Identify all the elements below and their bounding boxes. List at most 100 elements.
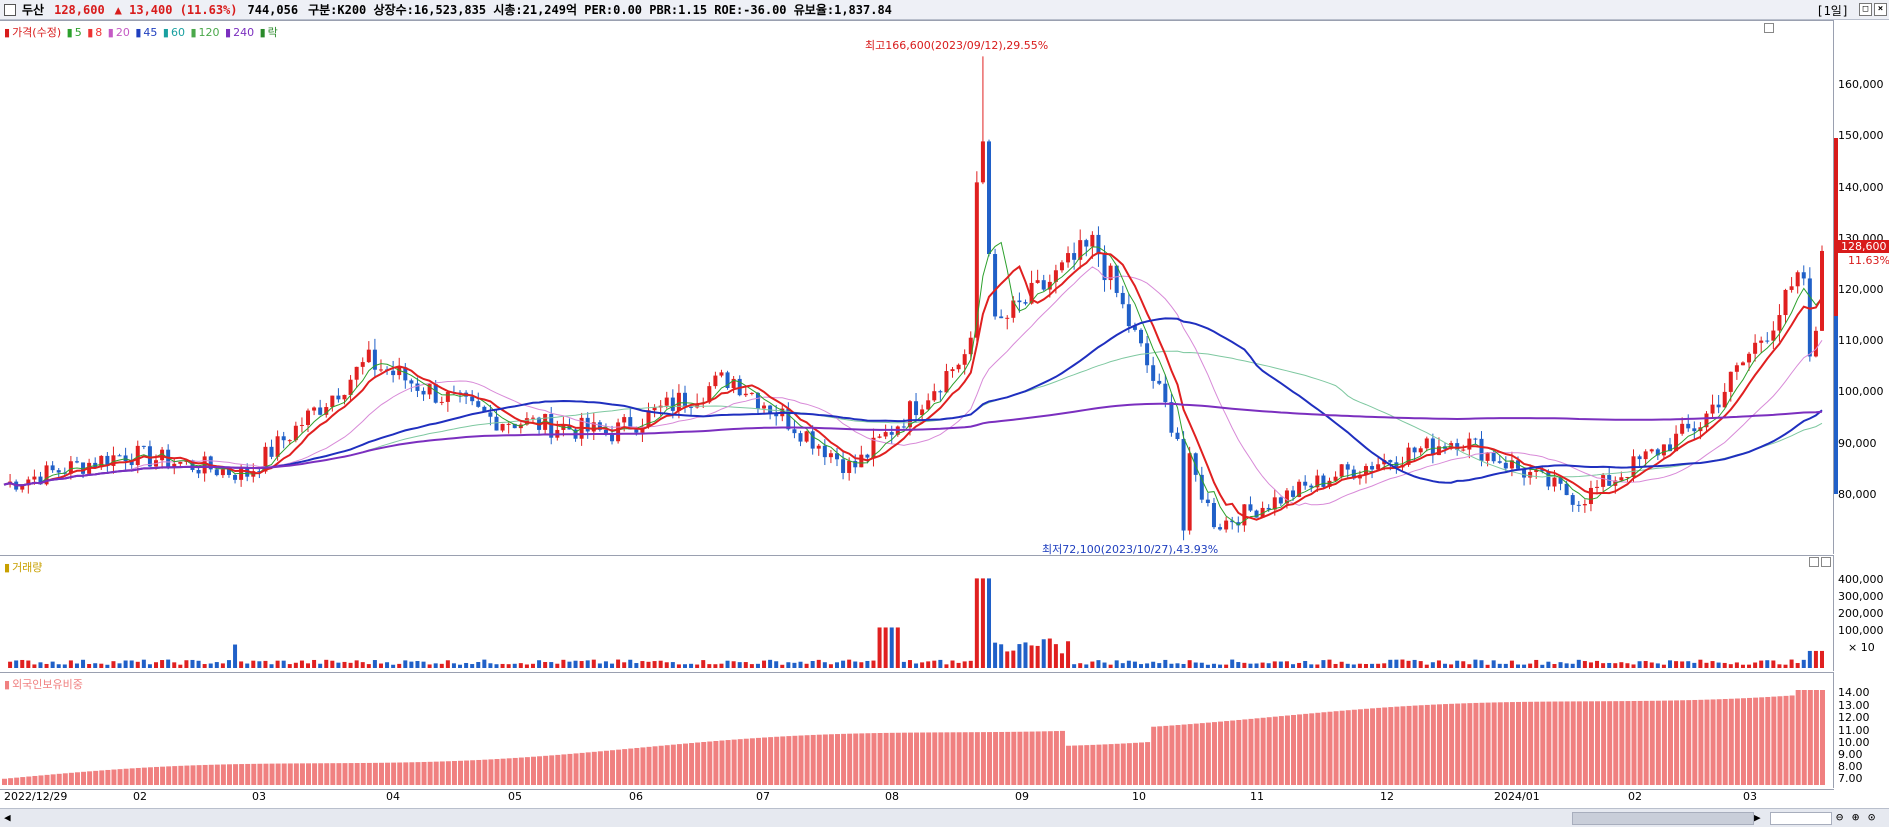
x-tick: 08 [885, 790, 899, 803]
candle-body [494, 416, 499, 431]
select-checkbox[interactable] [4, 3, 16, 16]
foreign-bar [226, 764, 232, 785]
foreign-ratio-chart[interactable] [0, 673, 1834, 789]
candle-body [1315, 475, 1320, 488]
scroll-right-icon[interactable]: ▶ [1754, 811, 1761, 824]
volume-bar [1552, 664, 1557, 668]
volume-bar [1376, 663, 1381, 668]
close-icon[interactable]: × [1874, 3, 1887, 16]
foreign-bar [737, 739, 743, 785]
foreign-bar [512, 757, 518, 785]
candle-body [68, 461, 73, 474]
foreign-bar [1132, 742, 1138, 785]
foreign-bar [1181, 724, 1187, 785]
volume-bar [652, 661, 657, 668]
zoom-out-icon[interactable]: ⊖ [1836, 810, 1844, 824]
foreign-bar [555, 754, 561, 785]
volume-bar [147, 664, 152, 668]
legend-marker-icon: ▮ [107, 26, 114, 39]
volume-bar [1607, 662, 1612, 668]
volume-bar [768, 659, 773, 668]
pane-min-icon[interactable] [1809, 557, 1819, 567]
foreign-bar [74, 772, 80, 785]
foreign-bar [682, 743, 688, 785]
volume-bar [354, 660, 359, 668]
candle-body [135, 445, 140, 466]
volume-bar [920, 662, 925, 668]
foreign-bar [1607, 701, 1613, 785]
candle-body [585, 417, 590, 432]
candle-body [1436, 446, 1441, 456]
volume-bar [1053, 644, 1058, 668]
foreign-bar [1734, 698, 1740, 785]
candle-body [664, 397, 669, 406]
foreign-bar [1582, 701, 1588, 785]
foreign-bar [1461, 703, 1467, 785]
foreign-bar [1588, 701, 1594, 785]
foreign-bar [1430, 704, 1436, 785]
volume-bar [62, 664, 67, 668]
volume-bar [968, 660, 973, 668]
foreign-bar [786, 736, 792, 785]
horizontal-scrollbar[interactable]: ◀ ▶ ⊖ ⊕ ⊙ [0, 808, 1889, 827]
pane-close-icon[interactable] [1821, 557, 1831, 567]
y-tick: 120,000 [1838, 283, 1884, 296]
x-tick: 12 [1380, 790, 1394, 803]
legend-marker-icon: ▮ [190, 26, 197, 39]
zoom-slider[interactable] [1770, 812, 1832, 825]
foreign-bar [780, 736, 786, 785]
candle-body [1187, 453, 1192, 531]
volume-chart[interactable] [0, 556, 1834, 672]
foreign-bar [500, 758, 506, 785]
restore-icon[interactable]: □ [1859, 3, 1872, 16]
foreign-bar [1193, 723, 1199, 785]
period-selector[interactable]: [1일] [1816, 4, 1849, 18]
foreign-bar [743, 738, 749, 785]
volume-bar [1157, 663, 1162, 668]
volume-bar [1564, 663, 1569, 668]
volume-bar [932, 660, 937, 668]
candle-body [1734, 365, 1739, 372]
foreign-bar [579, 752, 585, 785]
volume-bar [993, 642, 998, 668]
foreign-bar [1175, 725, 1181, 785]
foreign-bar [561, 754, 567, 785]
foreign-bar [1534, 701, 1540, 785]
current-pct-tag: 11.63% [1848, 254, 1889, 267]
x-tick: 06 [629, 790, 643, 803]
volume-bar [336, 662, 341, 668]
volume-bar [433, 663, 438, 668]
y-tick: 11.00 [1838, 724, 1870, 737]
foreign-bar [50, 774, 56, 785]
foreign-bar [1522, 701, 1528, 785]
volume-bar [1722, 662, 1727, 668]
volume-pane[interactable]: ▮ 거래량 [0, 555, 1834, 672]
candle-body [488, 412, 493, 417]
scroll-thumb[interactable] [1572, 812, 1754, 825]
volume-bar [391, 664, 396, 668]
y-tick: 150,000 [1838, 129, 1884, 142]
foreign-bar [306, 763, 312, 785]
volume-bar [853, 661, 858, 668]
candle-body [1230, 520, 1235, 523]
volume-bar [1248, 663, 1253, 668]
candle-body [689, 406, 694, 408]
volume-bar [1625, 663, 1630, 668]
volume-bar [239, 661, 244, 668]
volume-bar [1406, 660, 1411, 668]
candle-body [439, 401, 444, 403]
zoom-reset-icon[interactable]: ⊙ [1868, 810, 1876, 824]
y-tick: 10.00 [1838, 736, 1870, 749]
candle-body [1418, 448, 1423, 453]
zoom-in-icon[interactable]: ⊕ [1852, 810, 1860, 824]
candle-body [299, 424, 304, 426]
volume-bar [281, 660, 286, 668]
price-chart[interactable] [0, 21, 1834, 555]
foreign-pane[interactable]: ▮ 외국인보유비중 [0, 672, 1834, 789]
volume-bar [743, 662, 748, 668]
pane-menu-icon[interactable] [1764, 23, 1774, 33]
foreign-bar [798, 735, 804, 785]
volume-bar [1692, 662, 1697, 668]
scroll-left-icon[interactable]: ◀ [4, 811, 11, 824]
price-pane[interactable]: ▮ 가격(수정) ▮ 5 ▮ 8 ▮ 20 ▮ 45 ▮ 60 ▮ 120 ▮ 240 ▮ 락 최… [0, 20, 1834, 556]
